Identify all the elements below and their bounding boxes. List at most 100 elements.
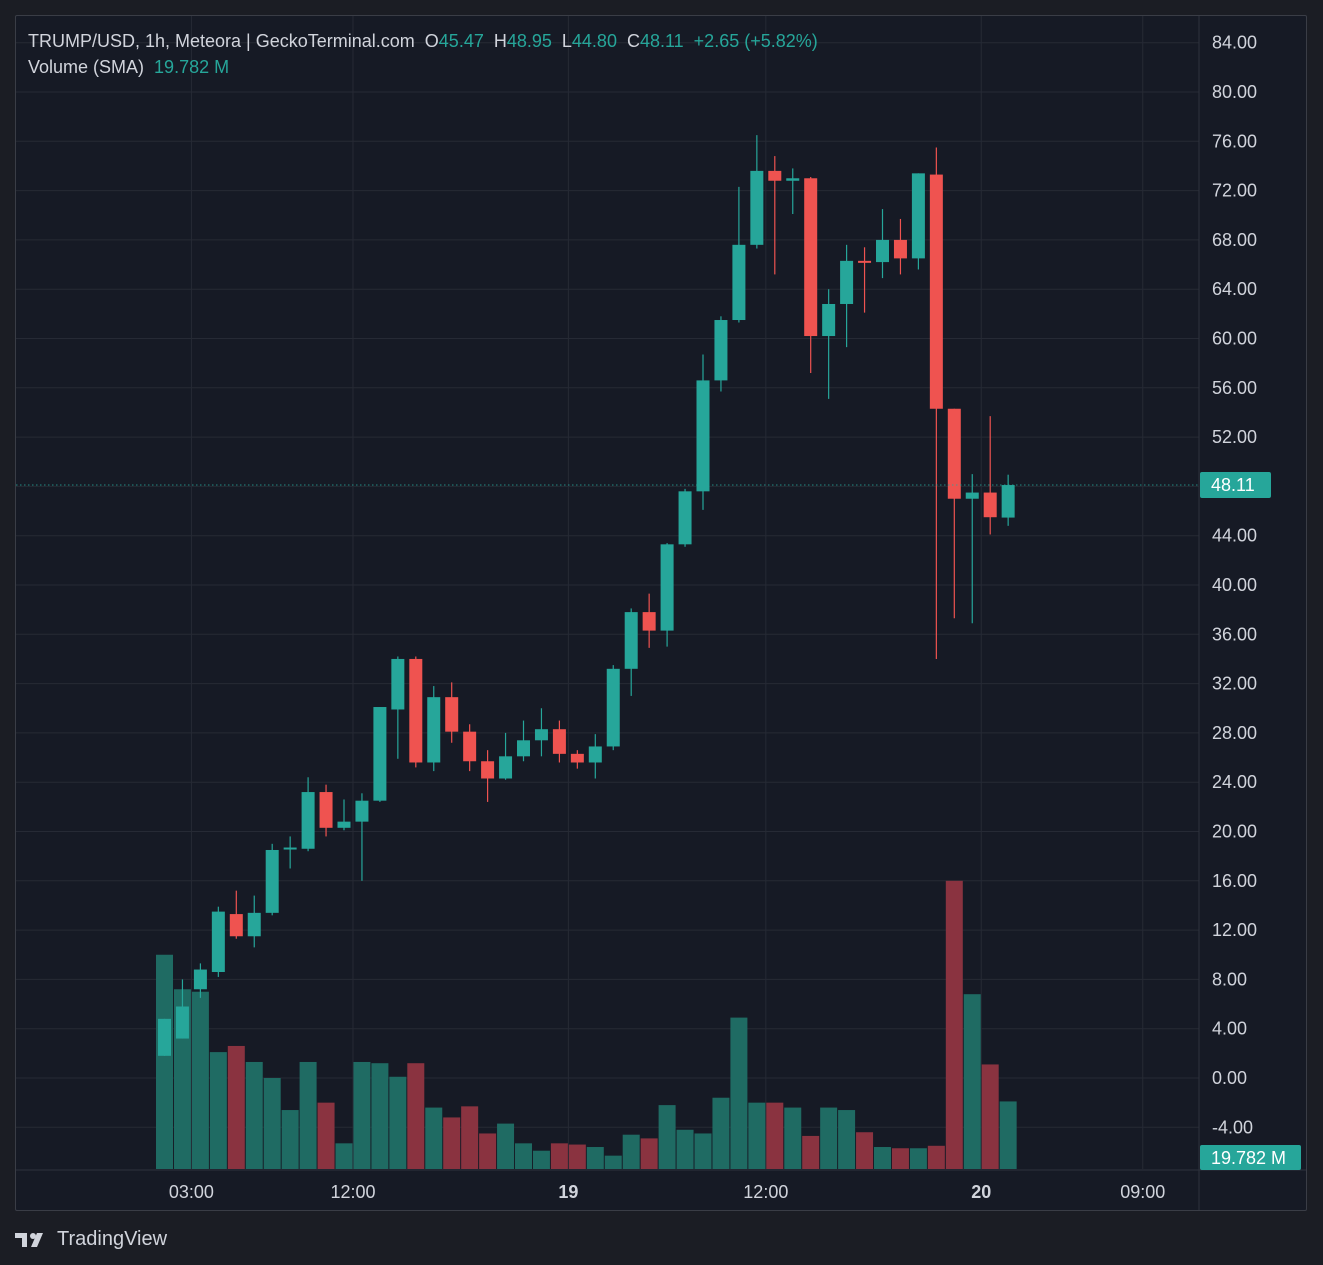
volume-bar [191, 991, 209, 1169]
candle-body[interactable] [750, 170, 764, 245]
candle-body[interactable] [983, 492, 997, 518]
candle-body[interactable] [642, 612, 656, 631]
candle-body[interactable] [1001, 485, 1015, 518]
y-tick-label: -4.00 [1212, 1117, 1253, 1137]
volume-bar [945, 880, 963, 1169]
volume-bar [586, 1147, 604, 1169]
volume-bar [909, 1148, 927, 1169]
symbol-title[interactable]: TRUMP/USD, 1h, Meteora | GeckoTerminal.c… [28, 31, 415, 51]
candle-body[interactable] [247, 912, 261, 937]
candle-body[interactable] [911, 173, 925, 259]
y-tick-label: 40.00 [1212, 575, 1257, 595]
volume-bar [730, 1017, 748, 1169]
volume-bar [209, 1052, 227, 1169]
candle-body[interactable] [373, 707, 387, 801]
candle-body[interactable] [158, 1018, 171, 1056]
candle-body[interactable] [768, 170, 782, 181]
volume-bar [532, 1150, 550, 1169]
candle-body[interactable] [391, 658, 405, 710]
volume-bar [515, 1143, 532, 1169]
volume-bar [999, 1101, 1017, 1169]
candle-body[interactable] [427, 697, 441, 763]
y-tick-label: 20.00 [1212, 822, 1257, 842]
candle-body[interactable] [588, 746, 602, 763]
candle-body[interactable] [624, 612, 638, 669]
candle-body[interactable] [301, 792, 315, 849]
low-value: 44.80 [571, 31, 617, 51]
x-tick-label: 03:00 [169, 1182, 214, 1202]
volume-bar [694, 1133, 712, 1169]
candle-body[interactable] [265, 849, 279, 913]
candle-body[interactable] [858, 260, 872, 263]
brand-name: TradingView [57, 1228, 168, 1250]
candle-body[interactable] [355, 800, 369, 822]
volume-bar [891, 1148, 909, 1169]
volume-bar [981, 1064, 999, 1169]
candle-body[interactable] [840, 260, 854, 304]
candle-body[interactable] [211, 911, 225, 973]
candle-body[interactable] [714, 320, 728, 381]
candle-body[interactable] [534, 729, 548, 741]
candle-body[interactable] [786, 178, 800, 181]
volume-bar [838, 1110, 856, 1169]
y-tick-label: 52.00 [1212, 427, 1257, 447]
y-tick-label: 4.00 [1212, 1019, 1247, 1039]
candle-body[interactable] [965, 492, 979, 499]
y-tick-label: 24.00 [1212, 772, 1257, 792]
candle-body[interactable] [283, 847, 297, 850]
candle-body[interactable] [409, 658, 423, 763]
volume-bar [317, 1102, 335, 1169]
candle-body[interactable] [337, 821, 351, 828]
candle-body[interactable] [804, 178, 818, 337]
y-tick-label: 60.00 [1212, 329, 1257, 349]
tradingview-brand[interactable]: TradingView [15, 1228, 167, 1251]
candle-body[interactable] [606, 668, 620, 747]
volume-bar [658, 1105, 676, 1169]
candle-body[interactable] [893, 239, 907, 259]
chart-legend: TRUMP/USD, 1h, Meteora | GeckoTerminal.c… [28, 28, 818, 80]
volume-bar [479, 1133, 497, 1169]
volume-bar [335, 1143, 353, 1169]
price-badge [1200, 472, 1271, 499]
candle-body[interactable] [463, 731, 477, 762]
volume-bar [407, 1063, 425, 1169]
candle-body[interactable] [499, 756, 513, 779]
volume-bar [748, 1102, 766, 1169]
candle-body[interactable] [552, 729, 566, 754]
candle-body[interactable] [570, 753, 584, 763]
volume-bar [784, 1107, 802, 1169]
candle-body[interactable] [319, 792, 333, 828]
volume-bar [281, 1110, 299, 1169]
volume-bar [766, 1102, 784, 1169]
candle-body[interactable] [929, 174, 943, 409]
volume-badge-text: 19.782 M [1211, 1148, 1286, 1168]
candle-body[interactable] [229, 914, 243, 937]
candle-body[interactable] [947, 408, 961, 499]
candle-body[interactable] [175, 1006, 189, 1039]
volume-bar [963, 994, 981, 1169]
candle-body[interactable] [732, 244, 746, 321]
candle-body[interactable] [822, 303, 836, 337]
candle-body[interactable] [517, 740, 530, 757]
candle-body[interactable] [481, 761, 495, 779]
volume-bar [550, 1143, 568, 1169]
candle-body[interactable] [876, 239, 889, 263]
candle-body[interactable] [445, 697, 459, 732]
candle-body[interactable] [678, 491, 692, 545]
tradingview-logo-icon [15, 1232, 43, 1247]
volume-bar [443, 1117, 461, 1169]
price-badge-text: 48.11 [1211, 475, 1255, 495]
high-value: 48.95 [506, 31, 552, 51]
candle-body[interactable] [660, 544, 674, 631]
candle-body[interactable] [696, 380, 710, 492]
y-tick-label: 36.00 [1212, 624, 1257, 644]
candle-body[interactable] [193, 969, 207, 990]
low-label: L [561, 31, 572, 51]
open-value: 45.47 [438, 31, 484, 51]
volume-bar [299, 1061, 317, 1169]
volume-bar [371, 1063, 389, 1169]
volume-label[interactable]: Volume (SMA) [28, 57, 145, 77]
volume-bar [389, 1076, 407, 1169]
x-tick-label: 12:00 [330, 1182, 375, 1202]
